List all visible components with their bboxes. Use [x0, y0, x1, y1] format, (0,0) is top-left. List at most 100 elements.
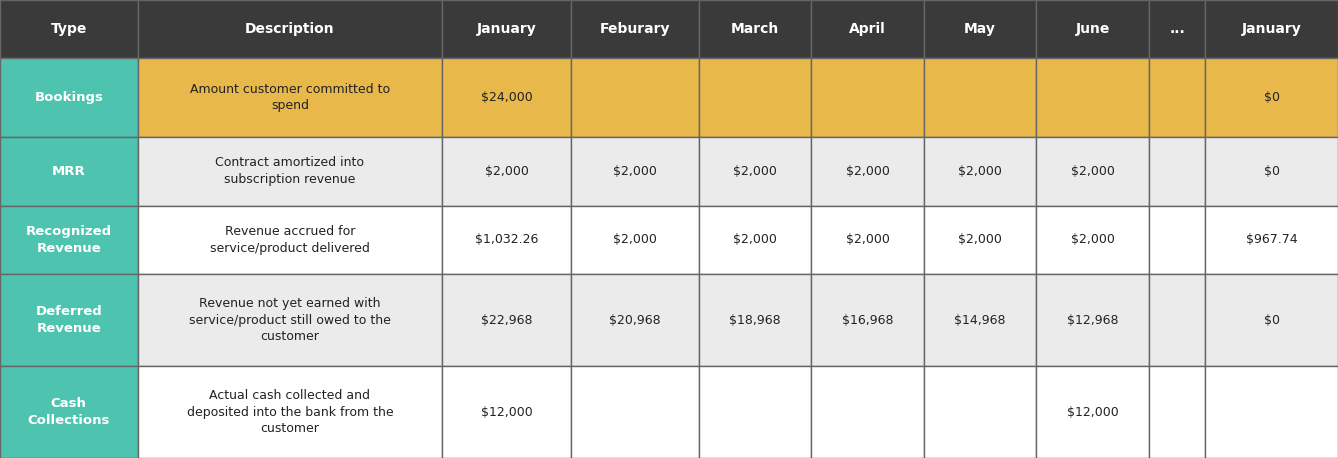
Text: Recognized
Revenue: Recognized Revenue — [25, 225, 112, 255]
Text: $12,000: $12,000 — [1066, 405, 1119, 419]
Bar — [923, 0, 1037, 58]
Bar — [811, 137, 923, 206]
Bar — [0, 58, 138, 137]
Bar — [923, 58, 1037, 137]
Bar — [0, 137, 138, 206]
Text: $2,000: $2,000 — [958, 165, 1002, 178]
Bar — [1149, 206, 1206, 274]
Bar — [138, 366, 443, 458]
Bar — [923, 206, 1037, 274]
Text: May: May — [965, 22, 995, 36]
Text: $2,000: $2,000 — [733, 165, 777, 178]
Bar — [1149, 274, 1206, 366]
Text: Revenue accrued for
service/product delivered: Revenue accrued for service/product deli… — [210, 225, 369, 255]
Text: $2,000: $2,000 — [733, 233, 777, 246]
Text: $18,968: $18,968 — [729, 314, 781, 327]
Text: $0: $0 — [1263, 165, 1279, 178]
Bar — [698, 58, 811, 137]
Text: January: January — [1242, 22, 1302, 36]
Bar — [1037, 206, 1149, 274]
Bar — [923, 274, 1037, 366]
Text: Description: Description — [245, 22, 334, 36]
Text: Cash
Collections: Cash Collections — [28, 397, 110, 427]
Text: ...: ... — [1169, 22, 1185, 36]
Bar — [0, 366, 138, 458]
Text: Revenue not yet earned with
service/product still owed to the
customer: Revenue not yet earned with service/prod… — [189, 297, 391, 343]
Bar — [570, 58, 698, 137]
Bar — [443, 58, 570, 137]
Bar — [698, 366, 811, 458]
Text: Amount customer committed to
spend: Amount customer committed to spend — [190, 83, 389, 112]
Bar — [138, 137, 443, 206]
Text: Type: Type — [51, 22, 87, 36]
Text: $2,000: $2,000 — [846, 233, 890, 246]
Text: $2,000: $2,000 — [1070, 165, 1115, 178]
Text: $20,968: $20,968 — [609, 314, 661, 327]
Text: $0: $0 — [1263, 91, 1279, 104]
Text: $22,968: $22,968 — [480, 314, 533, 327]
Text: January: January — [476, 22, 537, 36]
Bar — [811, 206, 923, 274]
Bar — [811, 0, 923, 58]
Bar — [138, 206, 443, 274]
Bar — [811, 58, 923, 137]
Bar — [0, 206, 138, 274]
Bar — [698, 206, 811, 274]
Text: $2,000: $2,000 — [846, 165, 890, 178]
Text: June: June — [1076, 22, 1109, 36]
Text: $12,000: $12,000 — [480, 405, 533, 419]
Bar — [1206, 274, 1338, 366]
Bar — [811, 366, 923, 458]
Text: $14,968: $14,968 — [954, 314, 1006, 327]
Bar — [443, 137, 570, 206]
Bar — [570, 206, 698, 274]
Text: $2,000: $2,000 — [613, 233, 657, 246]
Text: March: March — [731, 22, 779, 36]
Bar — [923, 137, 1037, 206]
Text: $24,000: $24,000 — [480, 91, 533, 104]
Text: $967.74: $967.74 — [1246, 233, 1298, 246]
Bar — [570, 137, 698, 206]
Text: $2,000: $2,000 — [1070, 233, 1115, 246]
Bar — [0, 274, 138, 366]
Bar — [1037, 274, 1149, 366]
Text: Actual cash collected and
deposited into the bank from the
customer: Actual cash collected and deposited into… — [186, 389, 393, 435]
Text: $2,000: $2,000 — [484, 165, 529, 178]
Bar — [1206, 366, 1338, 458]
Bar — [1149, 137, 1206, 206]
Bar — [138, 274, 443, 366]
Bar — [1037, 0, 1149, 58]
Bar — [443, 0, 570, 58]
Text: $12,968: $12,968 — [1066, 314, 1119, 327]
Text: Contract amortized into
subscription revenue: Contract amortized into subscription rev… — [215, 157, 364, 186]
Text: Bookings: Bookings — [35, 91, 103, 104]
Bar — [1037, 58, 1149, 137]
Bar — [1206, 137, 1338, 206]
Bar — [698, 137, 811, 206]
Bar — [1206, 0, 1338, 58]
Text: April: April — [850, 22, 886, 36]
Bar — [138, 58, 443, 137]
Bar — [811, 274, 923, 366]
Bar — [923, 366, 1037, 458]
Bar — [570, 274, 698, 366]
Text: $2,000: $2,000 — [613, 165, 657, 178]
Text: $1,032.26: $1,032.26 — [475, 233, 538, 246]
Bar — [1037, 137, 1149, 206]
Text: $2,000: $2,000 — [958, 233, 1002, 246]
Text: Deferred
Revenue: Deferred Revenue — [35, 305, 102, 335]
Text: $16,968: $16,968 — [842, 314, 894, 327]
Bar — [1149, 0, 1206, 58]
Bar — [698, 274, 811, 366]
Bar — [570, 0, 698, 58]
Bar — [1149, 366, 1206, 458]
Bar — [0, 0, 138, 58]
Text: MRR: MRR — [52, 165, 86, 178]
Bar — [570, 366, 698, 458]
Bar — [443, 274, 570, 366]
Text: Feburary: Feburary — [599, 22, 670, 36]
Text: $0: $0 — [1263, 314, 1279, 327]
Bar — [443, 206, 570, 274]
Bar — [1149, 58, 1206, 137]
Bar — [1206, 206, 1338, 274]
